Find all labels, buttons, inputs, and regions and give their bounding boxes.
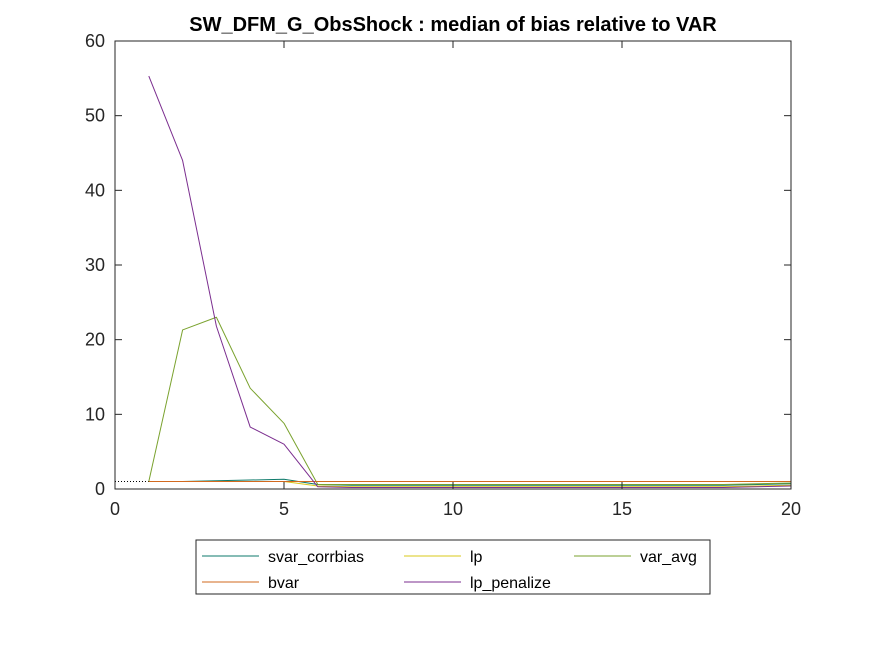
series-line-lp-penalize [148, 75, 792, 489]
y-tick-label: 50 [85, 106, 105, 126]
legend-label-lp-penalize: lp_penalize [470, 575, 551, 592]
y-tick-label: 40 [85, 180, 105, 200]
axis-ticks-group [114, 40, 792, 490]
y-tick-label: 20 [85, 330, 105, 350]
series-line-svar-corrbias [148, 478, 792, 486]
series-group [148, 75, 792, 489]
y-tick-label: 0 [95, 479, 105, 499]
y-tick-labels: 0 10 20 30 40 50 60 [85, 31, 105, 499]
legend-box [195, 539, 711, 595]
x-tick-label: 10 [443, 499, 463, 519]
y-tick-label: 10 [85, 404, 105, 424]
y-tick-label: 60 [85, 31, 105, 51]
x-tick-label: 0 [110, 499, 120, 519]
x-tick-labels: 0 5 10 15 20 [110, 499, 801, 519]
x-tick-label: 20 [781, 499, 801, 519]
chart-title: SW_DFM_G_ObsShock : median of bias relat… [189, 14, 717, 36]
legend-label-lp: lp [470, 549, 483, 566]
series-line-var-avg [148, 316, 792, 486]
y-tick-label: 30 [85, 255, 105, 275]
plot-area [115, 41, 791, 489]
x-tick-label: 15 [612, 499, 632, 519]
legend-label-svar-corrbias: svar_corrbias [268, 549, 364, 566]
legend-label-var-avg: var_avg [640, 549, 697, 566]
x-tick-label: 5 [279, 499, 289, 519]
legend-label-bvar: bvar [268, 575, 300, 592]
